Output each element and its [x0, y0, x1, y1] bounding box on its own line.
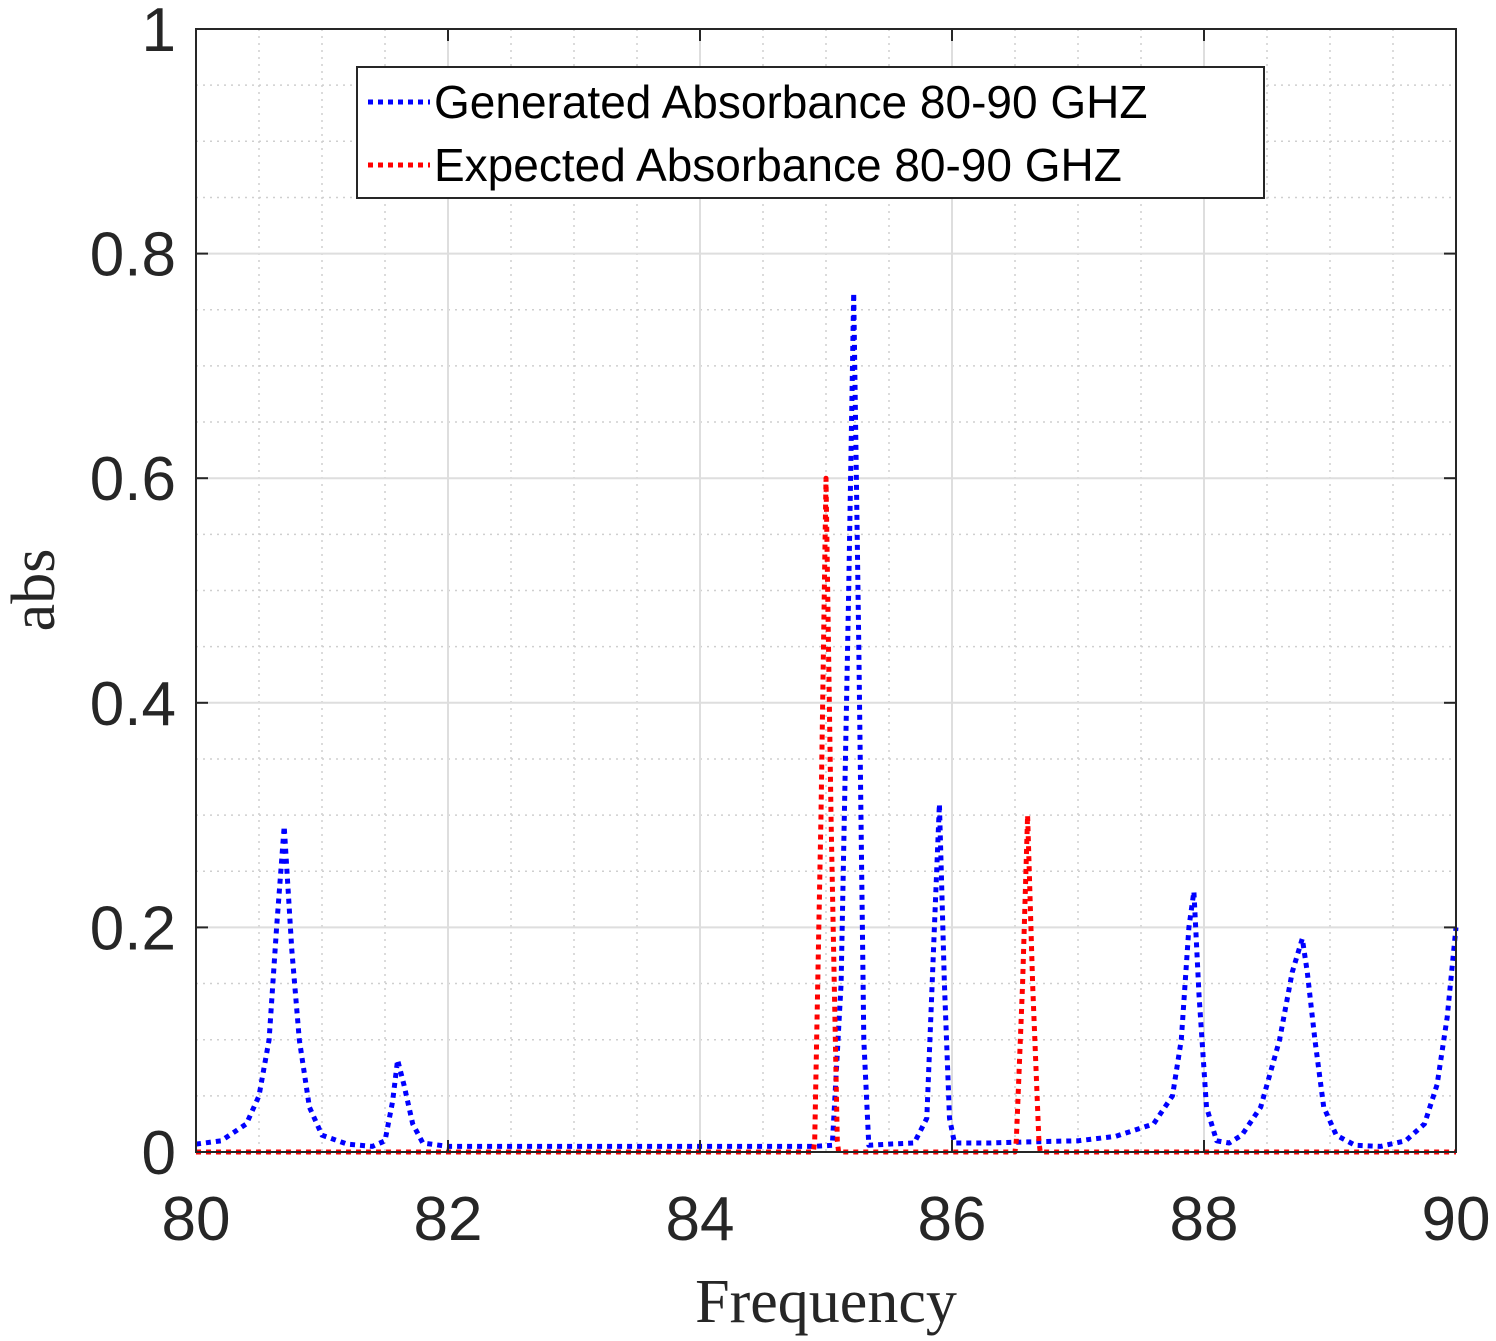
- legend-box: [356, 66, 1265, 199]
- x-tick-label: 86: [918, 1185, 987, 1254]
- y-tick-label: 0: [142, 1119, 176, 1188]
- x-tick-label: 90: [1422, 1185, 1491, 1254]
- y-axis-label: abs: [0, 549, 68, 632]
- y-tick-labels: 0 0.2 0.4 0.6 0.8 1: [90, 0, 176, 1188]
- x-axis-label: Frequency: [695, 1268, 957, 1336]
- x-tick-label: 88: [1170, 1185, 1239, 1254]
- y-tick-label: 1: [142, 0, 176, 65]
- y-tick-label: 0.4: [90, 670, 176, 739]
- x-tick-label: 84: [666, 1185, 735, 1254]
- tick-marks: [195, 28, 1457, 1153]
- legend-label-expected: Expected Absorbance 80-90 GHZ: [434, 139, 1122, 191]
- x-tick-label: 82: [414, 1185, 483, 1254]
- y-tick-label: 0.6: [90, 445, 176, 514]
- legend: Generated Absorbance 80-90 GHZ Expected …: [356, 66, 1265, 199]
- y-tick-label: 0.8: [90, 221, 176, 290]
- series-line-generated: [195, 290, 1459, 1149]
- legend-label-generated: Generated Absorbance 80-90 GHZ: [434, 76, 1147, 128]
- x-tick-labels: 80 82 84 86 88 90: [162, 1185, 1491, 1254]
- x-tick-label: 80: [162, 1185, 231, 1254]
- y-tick-label: 0.2: [90, 894, 176, 963]
- plot-frame: [195, 28, 1457, 1153]
